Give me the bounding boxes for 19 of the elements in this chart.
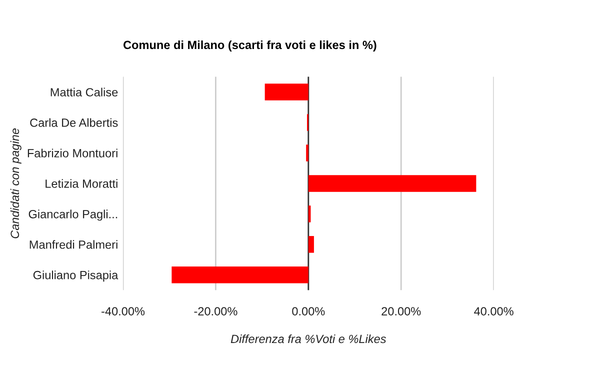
x-tick-label: 0.00% xyxy=(292,307,325,316)
x-tick-label: -20.00% xyxy=(194,307,238,316)
y-tick-label: Carla De Albertis xyxy=(30,118,118,127)
x-tick-label: 20.00% xyxy=(382,307,421,316)
x-tick-label: 40.00% xyxy=(474,307,514,316)
y-tick-label: Fabrizio Montuori xyxy=(28,148,118,158)
y-tick-label: Giancarlo Pagli... xyxy=(28,210,118,221)
bar xyxy=(172,266,308,284)
x-axis-title: Differenza fra %Voti e %Likes xyxy=(230,334,386,344)
y-tick-label: Manfredi Palmeri xyxy=(30,240,118,249)
y-tick-label: Letizia Moratti xyxy=(46,179,118,188)
bar xyxy=(308,236,314,253)
x-tick-label: -40.00% xyxy=(102,307,145,316)
chart-title: Comune di Milano (scarti fra voti e likes in %) xyxy=(123,40,376,52)
bar xyxy=(308,175,476,192)
y-tick-label: Mattia Calise xyxy=(50,88,118,96)
y-axis-title: Candidati con pagine xyxy=(10,128,22,238)
y-tick-label: Giuliano Pisapia xyxy=(33,270,118,282)
bar xyxy=(264,84,308,100)
